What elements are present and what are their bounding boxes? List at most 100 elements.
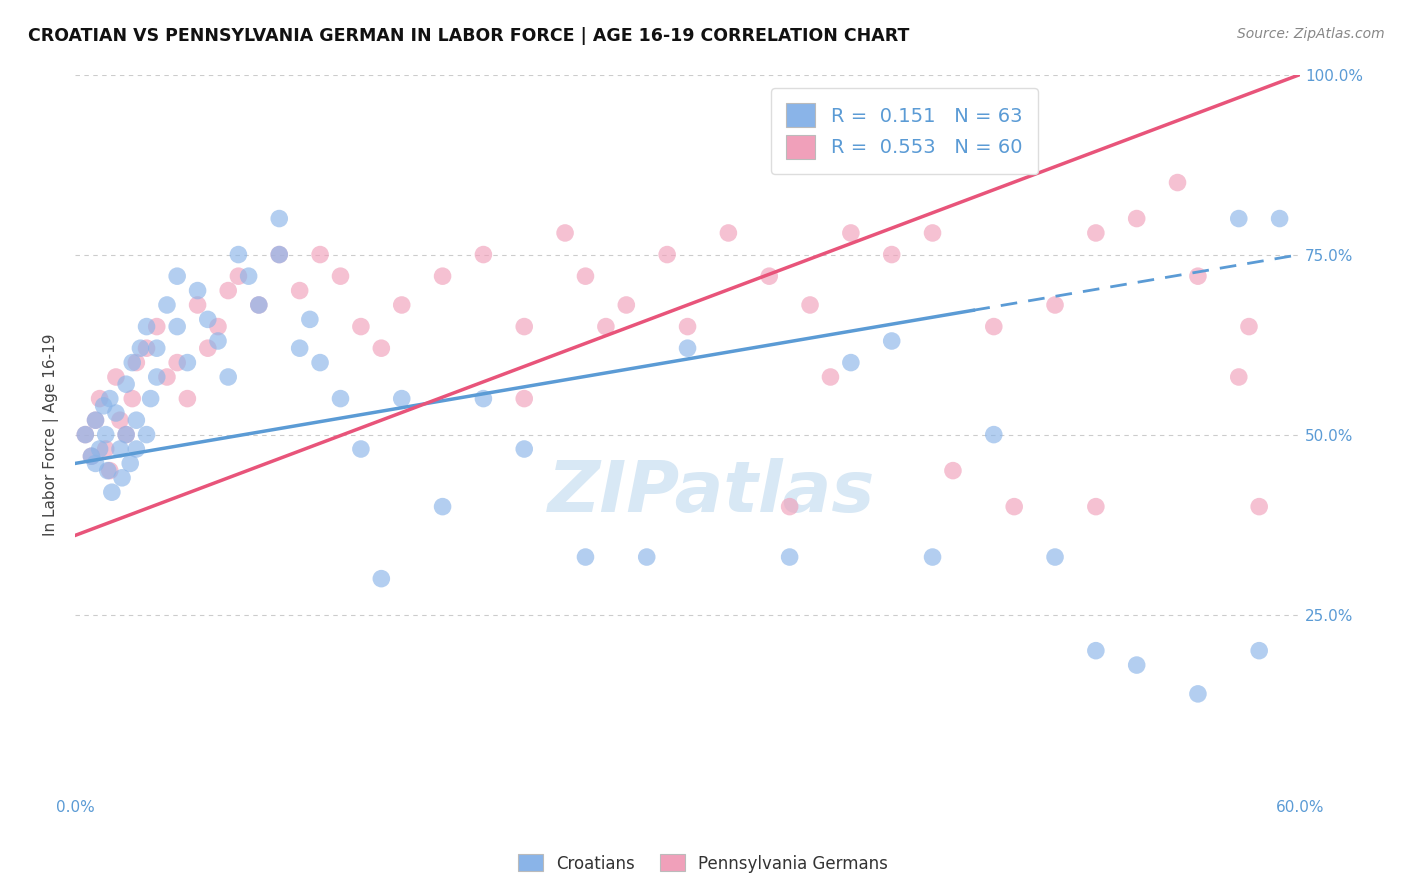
- Text: Source: ZipAtlas.com: Source: ZipAtlas.com: [1237, 27, 1385, 41]
- Point: [1167, 176, 1189, 190]
- Point: [84, 413, 107, 427]
- Point: [921, 226, 943, 240]
- Point: [1227, 370, 1250, 384]
- Point: [156, 298, 179, 312]
- Point: [574, 269, 596, 284]
- Point: [370, 341, 392, 355]
- Point: [288, 284, 311, 298]
- Point: [1125, 658, 1147, 673]
- Point: [135, 427, 157, 442]
- Point: [75, 427, 97, 442]
- Point: [135, 319, 157, 334]
- Point: [115, 427, 138, 442]
- Point: [350, 442, 373, 456]
- Point: [98, 392, 121, 406]
- Point: [228, 269, 250, 284]
- Point: [983, 319, 1005, 334]
- Point: [1268, 211, 1291, 226]
- Point: [115, 377, 138, 392]
- Point: [329, 269, 352, 284]
- Point: [1227, 211, 1250, 226]
- Point: [269, 247, 291, 261]
- Point: [880, 247, 903, 261]
- Point: [472, 392, 495, 406]
- Y-axis label: In Labor Force | Age 16-19: In Labor Force | Age 16-19: [44, 334, 59, 536]
- Point: [156, 370, 179, 384]
- Point: [269, 211, 291, 226]
- Point: [197, 341, 219, 355]
- Point: [432, 500, 454, 514]
- Point: [84, 413, 107, 427]
- Point: [176, 392, 198, 406]
- Point: [1187, 269, 1209, 284]
- Point: [676, 341, 699, 355]
- Point: [799, 298, 821, 312]
- Point: [1084, 643, 1107, 657]
- Point: [121, 355, 143, 369]
- Point: [1084, 226, 1107, 240]
- Point: [207, 334, 229, 348]
- Point: [880, 334, 903, 348]
- Point: [839, 226, 862, 240]
- Point: [779, 500, 801, 514]
- Point: [1043, 549, 1066, 564]
- Point: [839, 355, 862, 369]
- Point: [614, 298, 637, 312]
- Point: [101, 485, 124, 500]
- Point: [1249, 500, 1271, 514]
- Point: [513, 442, 536, 456]
- Point: [104, 406, 127, 420]
- Point: [135, 341, 157, 355]
- Point: [187, 298, 209, 312]
- Point: [94, 442, 117, 456]
- Point: [432, 269, 454, 284]
- Point: [187, 284, 209, 298]
- Point: [391, 298, 413, 312]
- Point: [247, 298, 270, 312]
- Point: [779, 549, 801, 564]
- Point: [350, 319, 373, 334]
- Point: [655, 247, 678, 261]
- Point: [1002, 500, 1025, 514]
- Point: [717, 226, 740, 240]
- Point: [595, 319, 617, 334]
- Point: [75, 427, 97, 442]
- Point: [121, 392, 143, 406]
- Point: [129, 341, 152, 355]
- Point: [820, 370, 842, 384]
- Point: [93, 399, 115, 413]
- Point: [166, 319, 188, 334]
- Point: [166, 269, 188, 284]
- Point: [197, 312, 219, 326]
- Point: [1125, 211, 1147, 226]
- Point: [676, 319, 699, 334]
- Point: [1237, 319, 1260, 334]
- Point: [139, 392, 162, 406]
- Point: [145, 319, 167, 334]
- Point: [288, 341, 311, 355]
- Point: [145, 341, 167, 355]
- Point: [636, 549, 658, 564]
- Point: [94, 427, 117, 442]
- Point: [108, 413, 131, 427]
- Point: [513, 319, 536, 334]
- Point: [125, 413, 148, 427]
- Point: [391, 392, 413, 406]
- Legend: Croatians, Pennsylvania Germans: Croatians, Pennsylvania Germans: [512, 847, 894, 880]
- Point: [309, 355, 332, 369]
- Point: [80, 449, 103, 463]
- Point: [758, 269, 780, 284]
- Point: [125, 355, 148, 369]
- Point: [176, 355, 198, 369]
- Point: [983, 427, 1005, 442]
- Point: [228, 247, 250, 261]
- Point: [115, 427, 138, 442]
- Point: [1249, 643, 1271, 657]
- Point: [298, 312, 321, 326]
- Point: [238, 269, 260, 284]
- Point: [217, 370, 239, 384]
- Point: [166, 355, 188, 369]
- Point: [513, 392, 536, 406]
- Point: [89, 392, 111, 406]
- Point: [554, 226, 576, 240]
